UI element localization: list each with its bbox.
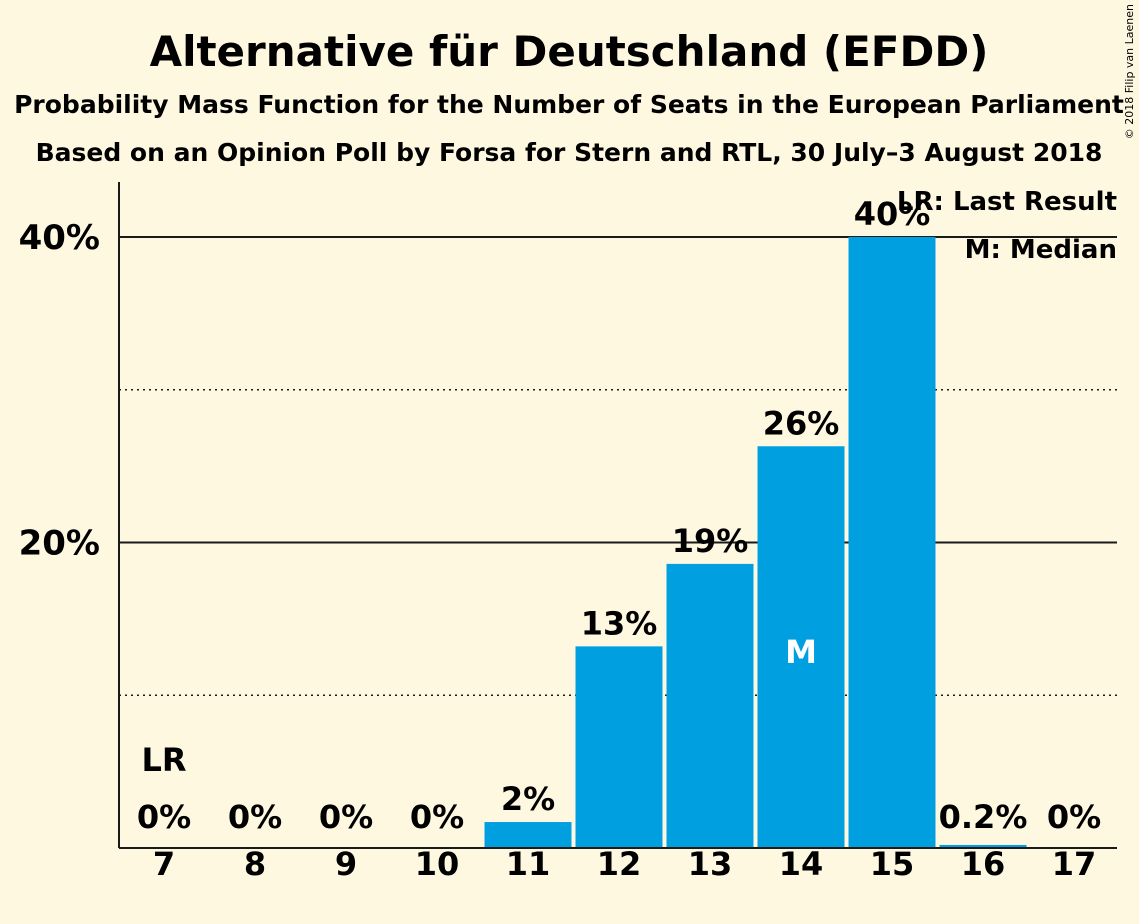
data-label: 0% xyxy=(1047,798,1101,836)
x-tick-label: 16 xyxy=(961,845,1006,883)
data-label: 0% xyxy=(410,798,464,836)
bar xyxy=(484,822,572,848)
data-labels: 0% LR 0% 0% 0% 2% 13% 19% 26% M 40% 0.2% 0% xyxy=(137,195,1101,836)
x-tick-label: 11 xyxy=(506,845,551,883)
data-label: 40% xyxy=(854,195,931,233)
x-tick-label: 12 xyxy=(597,845,642,883)
data-label: 2% xyxy=(501,780,555,818)
x-tick-label: 14 xyxy=(779,845,824,883)
median-marker: M xyxy=(785,633,817,671)
y-tick-label: 40% xyxy=(19,218,100,258)
data-label: 26% xyxy=(763,404,840,442)
data-label: 13% xyxy=(581,604,658,642)
x-tick-label: 13 xyxy=(688,845,733,883)
bar xyxy=(848,236,936,848)
data-label: 0% xyxy=(319,798,373,836)
data-label: 0% xyxy=(137,798,191,836)
copyright-notice: © 2018 Filip van Laenen xyxy=(1123,4,1136,139)
x-tick-label: 17 xyxy=(1052,845,1097,883)
axes: 20% 40% 7 8 9 10 11 12 13 14 15 16 17 xyxy=(19,182,1117,883)
bar xyxy=(575,646,663,848)
bars xyxy=(484,236,1027,848)
legend-last-result: LR: Last Result xyxy=(897,187,1117,217)
x-tick-label: 10 xyxy=(415,845,460,883)
data-label: 0.2% xyxy=(939,798,1028,836)
x-tick-label: 8 xyxy=(244,845,266,883)
legend-median: M: Median xyxy=(965,235,1117,265)
bar xyxy=(757,446,845,848)
bar xyxy=(939,844,1027,848)
bar xyxy=(666,563,754,848)
x-tick-label: 15 xyxy=(870,845,915,883)
last-result-marker: LR xyxy=(141,741,186,779)
chart-title: Alternative für Deutschland (EFDD) xyxy=(150,27,989,76)
x-tick-label: 9 xyxy=(335,845,357,883)
x-tick-label: 7 xyxy=(153,845,175,883)
chart-subtitle-1: Probability Mass Function for the Number… xyxy=(14,90,1124,119)
data-label: 0% xyxy=(228,798,282,836)
data-label: 19% xyxy=(672,522,749,560)
y-tick-label: 20% xyxy=(19,523,100,563)
chart-subtitle-2: Based on an Opinion Poll by Forsa for St… xyxy=(36,138,1103,167)
